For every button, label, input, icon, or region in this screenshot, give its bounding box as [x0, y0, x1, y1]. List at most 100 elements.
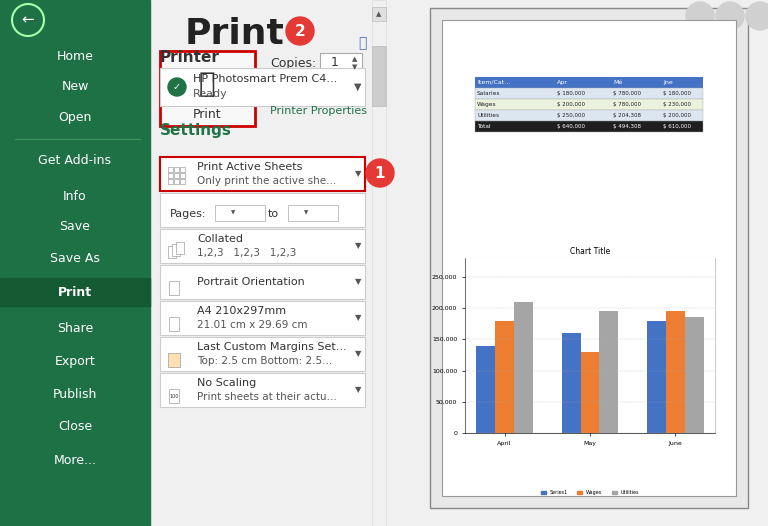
Bar — [160, 51, 255, 126]
Text: Wages: Wages — [477, 102, 497, 107]
Text: ▼: ▼ — [231, 210, 235, 216]
Text: Apr: Apr — [557, 80, 568, 85]
Text: Export: Export — [55, 355, 95, 368]
Text: Print: Print — [58, 287, 92, 299]
Circle shape — [746, 2, 768, 30]
Text: Pages:: Pages: — [170, 209, 207, 219]
Text: Ready: Ready — [193, 89, 228, 99]
Text: Printer Properties: Printer Properties — [270, 106, 367, 116]
Text: Home: Home — [57, 49, 94, 63]
Text: ⎙: ⎙ — [199, 70, 215, 98]
Text: Collated: Collated — [197, 234, 243, 244]
Text: $ 230,000: $ 230,000 — [663, 102, 691, 107]
Circle shape — [716, 2, 744, 30]
Text: ▼: ▼ — [355, 241, 361, 250]
Bar — [465, 258, 715, 433]
Text: ✓: ✓ — [173, 82, 181, 92]
Bar — [160, 373, 365, 407]
Text: 21.01 cm x 29.69 cm: 21.01 cm x 29.69 cm — [197, 320, 307, 330]
Bar — [215, 205, 265, 221]
Text: New: New — [61, 79, 88, 93]
Text: Last Custom Margins Set...: Last Custom Margins Set... — [197, 342, 346, 352]
Bar — [495, 320, 514, 433]
Text: Print: Print — [193, 107, 221, 120]
Text: A4 210x297mm: A4 210x297mm — [197, 306, 286, 316]
Title: Chart Title: Chart Title — [570, 247, 610, 256]
Text: $ 180,000: $ 180,000 — [557, 91, 585, 96]
Bar — [666, 311, 685, 433]
Bar — [476, 346, 495, 433]
Bar — [685, 317, 703, 433]
Bar — [475, 110, 703, 121]
Bar — [160, 229, 365, 263]
Text: $ 494,308: $ 494,308 — [613, 124, 641, 129]
Text: ▼: ▼ — [355, 386, 361, 394]
Text: Jne: Jne — [663, 80, 673, 85]
Text: $ 180,000: $ 180,000 — [663, 91, 691, 96]
Text: Copies:: Copies: — [270, 56, 316, 69]
Bar — [475, 88, 703, 99]
Bar — [160, 68, 365, 106]
Text: ⓘ: ⓘ — [358, 36, 366, 50]
Text: 100: 100 — [169, 393, 179, 399]
Bar — [168, 353, 180, 367]
Text: Mé: Mé — [613, 80, 622, 85]
Bar — [168, 167, 173, 172]
Text: Printer: Printer — [160, 50, 220, 66]
Bar — [174, 167, 179, 172]
Bar — [169, 389, 179, 403]
Bar — [288, 205, 338, 221]
Text: ▼: ▼ — [304, 210, 308, 216]
Text: 1,2,3   1,2,3   1,2,3: 1,2,3 1,2,3 1,2,3 — [197, 248, 296, 258]
Bar — [430, 8, 748, 508]
Text: ▼: ▼ — [353, 64, 358, 70]
Text: Open: Open — [58, 112, 91, 125]
Text: $ 610,000: $ 610,000 — [663, 124, 691, 129]
Text: Portrait Orientation: Portrait Orientation — [197, 277, 305, 287]
Bar — [160, 265, 365, 299]
Text: $ 640,000: $ 640,000 — [557, 124, 585, 129]
Text: ▲: ▲ — [376, 11, 382, 17]
Text: $ 780,000: $ 780,000 — [613, 102, 641, 107]
Bar — [168, 173, 173, 178]
Bar — [581, 352, 599, 433]
Bar — [168, 179, 173, 184]
Bar — [475, 99, 703, 110]
Text: ▼: ▼ — [354, 82, 362, 92]
Text: Item/Cat...: Item/Cat... — [477, 80, 510, 85]
Text: Salaries: Salaries — [477, 91, 501, 96]
Text: Total: Total — [477, 124, 491, 129]
Bar — [180, 167, 185, 172]
Bar — [160, 193, 365, 227]
Text: Print Active Sheets: Print Active Sheets — [197, 162, 303, 172]
Text: HP Photosmart Prem C4...: HP Photosmart Prem C4... — [193, 74, 337, 84]
Text: ▼: ▼ — [355, 169, 361, 178]
Bar — [160, 337, 365, 371]
Text: Print: Print — [185, 17, 285, 51]
Text: Utilities: Utilities — [477, 113, 499, 118]
Bar — [169, 281, 179, 295]
Text: More...: More... — [54, 454, 97, 468]
Text: Share: Share — [57, 321, 93, 335]
Legend: Series1, Wages, Utilities: Series1, Wages, Utilities — [538, 488, 641, 497]
Text: 2: 2 — [295, 24, 306, 38]
Bar — [647, 320, 666, 433]
Bar — [0, 278, 150, 306]
Bar — [372, 46, 386, 106]
Text: Only print the active she...: Only print the active she... — [197, 176, 336, 186]
Text: $ 250,000: $ 250,000 — [557, 113, 585, 118]
Text: to: to — [267, 209, 279, 219]
Text: $ 780,000: $ 780,000 — [613, 91, 641, 96]
Text: Top: 2.5 cm Bottom: 2.5...: Top: 2.5 cm Bottom: 2.5... — [197, 356, 333, 366]
Text: Print sheets at their actu...: Print sheets at their actu... — [197, 392, 336, 402]
Circle shape — [286, 17, 314, 45]
Text: No Scaling: No Scaling — [197, 378, 257, 388]
Bar — [174, 179, 179, 184]
Text: ▼: ▼ — [355, 278, 361, 287]
Bar — [514, 302, 533, 433]
Text: $ 200,000: $ 200,000 — [663, 113, 691, 118]
Bar — [475, 77, 703, 88]
Bar — [169, 317, 179, 331]
Bar — [0, 0, 150, 526]
Text: Publish: Publish — [53, 388, 98, 400]
